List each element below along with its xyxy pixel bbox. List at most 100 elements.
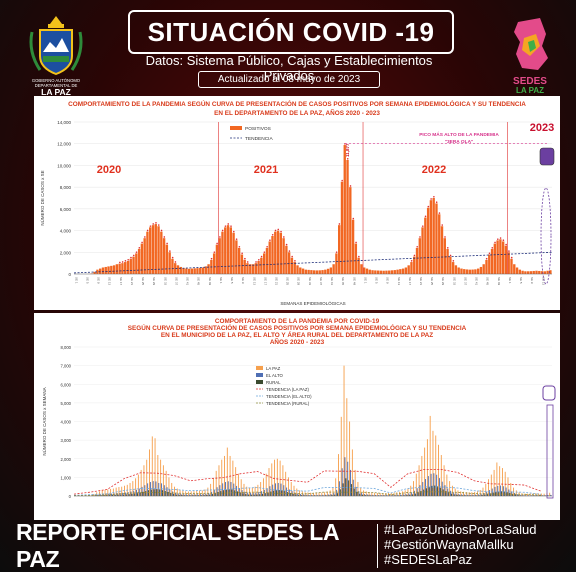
la-paz-bar	[260, 482, 262, 496]
la-paz-bar	[324, 492, 326, 496]
chart2-title-line4: AÑOS 2020 - 2023	[269, 339, 325, 346]
el-alto-bar	[330, 494, 332, 496]
positivos-value-marker	[124, 260, 127, 262]
positivos-bar	[351, 219, 355, 274]
rural-bar	[428, 486, 430, 496]
rural-bar	[481, 495, 483, 496]
rural-bar	[395, 495, 397, 496]
highlight-ellipse	[540, 187, 552, 285]
la-paz-bar	[449, 481, 451, 496]
la-paz-bar	[346, 398, 348, 496]
rural-bar	[259, 494, 261, 496]
positivos-bar	[318, 270, 321, 274]
rural-bar	[214, 493, 216, 496]
positivos-value-marker	[508, 250, 510, 252]
rural-bar	[350, 484, 352, 496]
rural-bar	[484, 494, 486, 496]
la-paz-bar	[413, 481, 414, 496]
el-alto-bar	[108, 493, 110, 496]
y-tick-label: 0	[68, 272, 71, 277]
legend-label-positivos: POSITIVOS	[245, 126, 271, 132]
positivos-bar	[535, 270, 538, 274]
positivos-bar	[454, 265, 458, 274]
rural-bar	[111, 494, 113, 496]
el-alto-bar	[244, 491, 246, 496]
gobernacion-coat-of-arms-logo: GOBIERNO AUTÓNOMO DEPARTAMENTAL DE LA PA…	[29, 16, 83, 96]
el-alto-bar	[188, 494, 190, 496]
el-alto-bar	[413, 490, 415, 496]
positivos-bar	[132, 256, 135, 274]
la-paz-bar	[379, 493, 381, 496]
el-alto-bar	[194, 494, 196, 496]
positivos-bar	[360, 264, 363, 274]
el-alto-bar	[547, 495, 549, 496]
positivos-value-marker	[421, 225, 424, 227]
el-alto-bar	[172, 491, 174, 496]
rural-bar	[114, 494, 116, 496]
el-alto-bar	[388, 494, 390, 496]
rural-bar	[409, 494, 411, 496]
positivos-bar	[426, 207, 430, 274]
x-tick-label: SE 25	[141, 277, 145, 286]
x-tick-label: SE 29	[297, 277, 301, 286]
el-alto-bar	[450, 490, 452, 496]
el-alto-bar	[122, 492, 124, 496]
rural-bar	[164, 491, 166, 496]
positivos-bar	[357, 257, 360, 274]
rural-bar	[217, 491, 219, 496]
positivos-bar	[165, 244, 169, 274]
positivos-bar	[382, 270, 385, 274]
positivos-bar	[285, 245, 288, 274]
rural-bar	[448, 492, 450, 496]
positivos-value-marker	[271, 234, 274, 236]
la-paz-bar	[388, 493, 389, 496]
positivos-bar	[260, 257, 263, 274]
la-paz-bar	[471, 492, 473, 496]
la-paz-bar	[243, 483, 245, 496]
la-paz-bar	[274, 459, 276, 496]
rural-bar	[462, 495, 464, 496]
rural-bar	[206, 494, 208, 496]
year-label: 2023	[530, 122, 554, 134]
la-paz-bar	[390, 492, 392, 496]
positivos-bar	[90, 273, 94, 274]
y-tick-label: 14,000	[57, 120, 71, 125]
year-label: 2022	[422, 164, 446, 176]
positivos-value-marker	[446, 247, 449, 249]
positivos-bar	[518, 269, 522, 274]
hashtag-list: #LaPazUnidosPorLaSalud #GestiónWaynaMall…	[384, 522, 574, 567]
la-paz-bar	[262, 478, 264, 496]
positivos-value-marker	[216, 242, 218, 245]
y-tick-label: 5,000	[61, 401, 72, 406]
positivos-bar	[265, 247, 269, 274]
positivos-value-marker	[160, 229, 163, 232]
positivos-bar	[543, 271, 547, 274]
rural-bar	[401, 495, 402, 496]
annotation-subtext: "3ERA OLA"	[445, 139, 474, 145]
rural-bar	[109, 494, 111, 496]
la-paz-bar	[201, 490, 203, 496]
positivos-bar	[237, 247, 241, 274]
hashtag: #SEDESLaPaz	[384, 552, 473, 567]
positivos-value-marker	[283, 236, 285, 238]
rural-bar	[348, 480, 350, 496]
la-paz-bar	[460, 491, 462, 496]
rural-bar	[501, 491, 502, 496]
x-tick-label: SE 41	[186, 277, 190, 286]
positivos-value-marker	[424, 215, 427, 218]
la-paz-bar	[351, 449, 353, 496]
positivos-bar	[468, 269, 471, 274]
positivos-bar	[354, 243, 358, 274]
logo-left-text-1: GOBIERNO AUTÓNOMO	[32, 78, 81, 83]
el-alto-bar	[405, 494, 407, 496]
positivos-bar	[232, 232, 235, 274]
y-tick-label: 0	[69, 494, 72, 499]
x-tick-label: SE 5	[375, 277, 379, 284]
positivos-bar	[118, 263, 121, 274]
el-alto-bar	[527, 495, 529, 496]
positivos-bar	[476, 268, 480, 274]
pointing-hand-icon	[539, 147, 555, 166]
el-alto-bar	[441, 481, 443, 496]
x-tick-label: SE 17	[408, 277, 412, 286]
y-tick-label: 8,000	[61, 345, 72, 350]
